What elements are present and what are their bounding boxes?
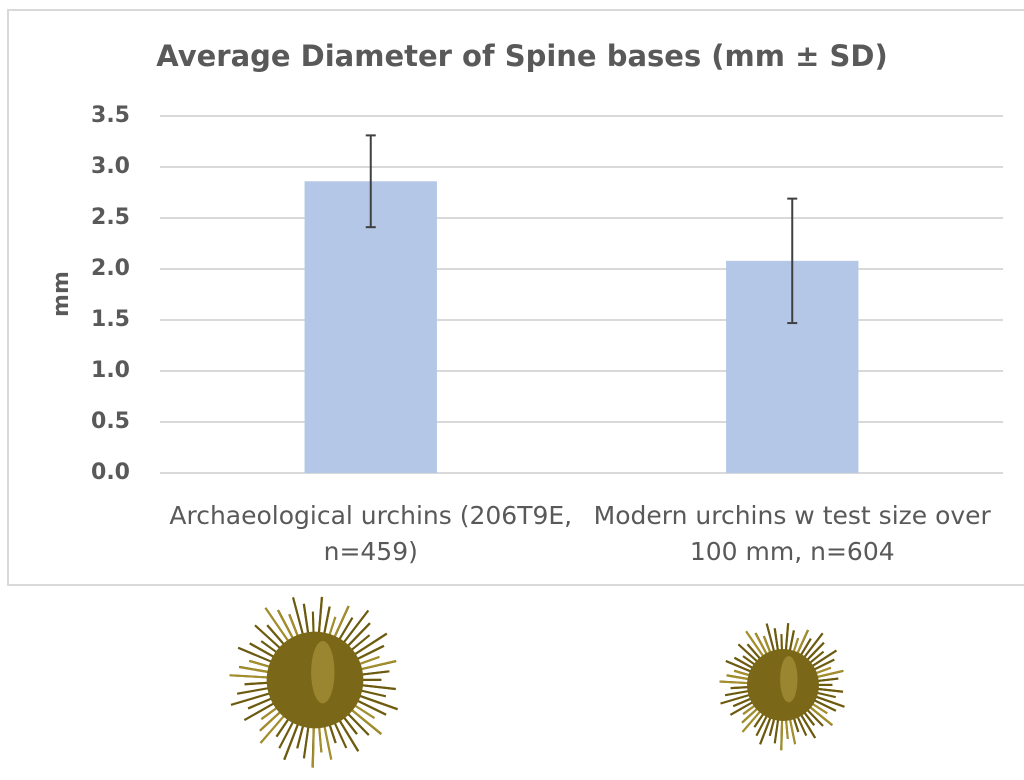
urchin-highlight [780, 656, 797, 702]
y-tick-label: 3.5 [91, 103, 130, 128]
y-tick-label: 2.0 [91, 256, 130, 281]
y-tick-label: 1.5 [91, 307, 130, 332]
x-tick-label: Archaeological urchins (206T9E, n=459) [156, 498, 586, 570]
urchin-illustrations [230, 597, 845, 768]
y-axis-label: mm [49, 271, 74, 317]
chart: Average Diameter of Spine bases (mm ± SD… [0, 0, 1024, 780]
urchin [720, 623, 845, 750]
urchin [230, 597, 398, 768]
y-tick-label: 0.5 [91, 409, 130, 434]
y-tick-label: 0.0 [91, 460, 130, 485]
y-tick-label: 1.0 [91, 358, 130, 383]
urchin-highlight [311, 641, 334, 703]
page: {"chart_data": {"type": "bar", "title": … [0, 0, 1024, 780]
y-tick-label: 3.0 [91, 154, 130, 179]
chart-title: Average Diameter of Spine bases (mm ± SD… [156, 39, 887, 73]
y-tick-label: 2.5 [91, 205, 130, 230]
x-tick-label: Modern urchins w test size over 100 mm, … [577, 498, 1007, 570]
